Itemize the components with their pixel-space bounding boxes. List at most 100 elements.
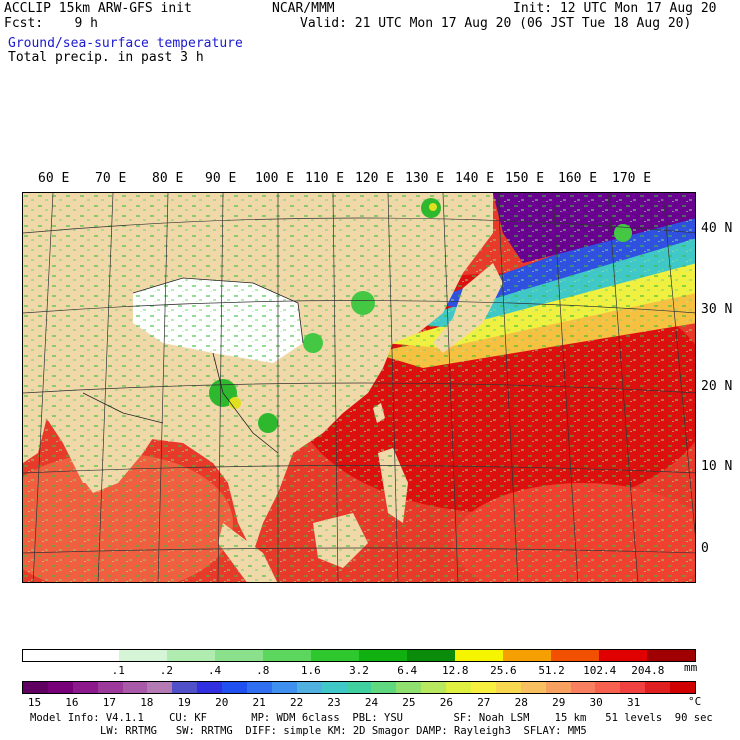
colorbar-swatch xyxy=(551,650,599,661)
colorbar-swatch xyxy=(371,682,397,693)
model-info-line2: LW: RRTMG SW: RRTMG DIFF: simple KM: 2D … xyxy=(100,725,587,737)
colorbar-swatch xyxy=(271,682,297,693)
colorbar-swatch xyxy=(247,682,272,693)
longitude-label: 170 E xyxy=(612,171,652,186)
colorbar-swatch xyxy=(97,682,123,693)
colorbar-tick-label: 204.8 xyxy=(631,664,665,677)
colorbar-tick-label: 25.6 xyxy=(490,664,517,677)
colorbar-swatch xyxy=(645,682,671,693)
valid-time: Valid: 21 UTC Mon 17 Aug 20 (06 JST Tue … xyxy=(300,16,692,31)
colorbar-tick-label: 51.2 xyxy=(538,664,565,677)
longitude-label: 130 E xyxy=(405,171,445,186)
colorbar-swatch xyxy=(71,650,119,661)
colorbar-tick-label: 3.2 xyxy=(349,664,369,677)
colorbar-tick-label: 6.4 xyxy=(397,664,418,677)
colorbar-tick-label: .1 xyxy=(111,664,125,677)
colorbar-swatch xyxy=(172,682,198,693)
colorbar-swatch xyxy=(670,682,696,693)
colorbar-swatch xyxy=(23,682,48,693)
colorbar-swatch xyxy=(215,650,263,661)
colorbar-tick-label: 16 xyxy=(65,696,79,709)
heavy-precip-clusters xyxy=(209,198,632,433)
colorbar-tick-label: .4 xyxy=(207,664,222,677)
colorbar-swatch xyxy=(503,650,551,661)
colorbar-tick-label: 24 xyxy=(364,696,379,709)
colorbar-swatch xyxy=(396,682,422,693)
colorbar-swatch xyxy=(167,650,215,661)
colorbar-swatch xyxy=(263,650,311,661)
init-time: Init: 12 UTC Mon 17 Aug 20 xyxy=(513,1,717,16)
colorbar-tick-label: 28 xyxy=(514,696,528,709)
colorbar-tick-label: 27 xyxy=(477,696,491,709)
colorbar-tick-label: 15 xyxy=(27,696,42,709)
field-title-precip: Total precip. in past 3 h xyxy=(8,50,204,65)
colorbar-swatch xyxy=(222,682,248,693)
colorbar-tick-label: 17 xyxy=(102,696,116,709)
colorbar-swatch xyxy=(122,682,148,693)
colorbar-swatch xyxy=(421,682,447,693)
map-canvas xyxy=(23,193,695,582)
latitude-label: 0 xyxy=(701,541,709,556)
model-title: ACCLIP 15km ARW-GFS init xyxy=(4,1,192,16)
temperature-colorbar xyxy=(22,681,696,694)
country-borders xyxy=(82,277,304,454)
colorbar-tick-label: 22 xyxy=(289,696,304,709)
colorbar-tick-label: 20 xyxy=(215,696,229,709)
colorbar-tick-label: 26 xyxy=(439,696,453,709)
graticule xyxy=(23,193,695,582)
colorbar-swatch xyxy=(520,682,546,693)
colorbar-swatch xyxy=(545,682,571,693)
longitude-label: 160 E xyxy=(558,171,598,186)
colorbar-swatch xyxy=(446,682,472,693)
latitude-label: 10 N xyxy=(701,459,733,474)
precip-unit: mm xyxy=(684,661,698,674)
colorbar-tick-label: 12.8 xyxy=(442,664,469,677)
colorbar-swatch xyxy=(599,650,647,661)
longitude-label: 80 E xyxy=(152,171,184,186)
colorbar-swatch xyxy=(620,682,646,693)
colorbar-tick-label: 18 xyxy=(140,696,154,709)
colorbar-swatch xyxy=(72,682,98,693)
colorbar-swatch xyxy=(296,682,322,693)
colorbar-swatch xyxy=(23,650,71,661)
colorbar-swatch xyxy=(495,682,521,693)
forecast-map xyxy=(22,192,696,583)
colorbar-tick-label: .2 xyxy=(159,664,174,677)
colorbar-tick-label: 29 xyxy=(552,696,566,709)
longitude-label: 100 E xyxy=(255,171,295,186)
latitude-label: 40 N xyxy=(701,221,733,236)
colorbar-swatch xyxy=(47,682,73,693)
precip-colorbar xyxy=(22,649,696,662)
colorbar-tick-label: 102.4 xyxy=(583,664,617,677)
latitude-label: 30 N xyxy=(701,302,733,317)
colorbar-tick-label: 31 xyxy=(626,696,641,709)
colorbar-swatch xyxy=(359,650,407,661)
longitude-label: 90 E xyxy=(205,171,237,186)
colorbar-swatch xyxy=(311,650,359,661)
temperature-unit: °C xyxy=(688,695,702,708)
colorbar-swatch xyxy=(119,650,167,661)
colorbar-swatch xyxy=(197,682,223,693)
colorbar-tick-label: 1.6 xyxy=(300,664,321,677)
colorbar-swatch xyxy=(346,682,372,693)
longitude-label: 70 E xyxy=(95,171,127,186)
colorbar-tick-label: 30 xyxy=(589,696,603,709)
colorbar-tick-label: 19 xyxy=(177,696,191,709)
colorbar-swatch xyxy=(407,650,455,661)
colorbar-swatch xyxy=(570,682,596,693)
colorbar-tick-label: 25 xyxy=(402,696,416,709)
field-title-temperature: Ground/sea-surface temperature xyxy=(8,36,243,51)
colorbar-swatch xyxy=(455,650,503,661)
model-info-line1: Model Info: V4.1.1 CU: KF MP: WDM 6class… xyxy=(30,712,713,724)
colorbar-swatch xyxy=(471,682,496,693)
longitude-label: 110 E xyxy=(305,171,345,186)
forecast-hour: Fcst: 9 h xyxy=(4,16,98,31)
colorbar-swatch xyxy=(647,650,695,661)
longitude-label: 150 E xyxy=(505,171,545,186)
colorbar-tick-label: 23 xyxy=(327,696,341,709)
colorbar-swatch xyxy=(595,682,621,693)
longitude-label: 60 E xyxy=(38,171,70,186)
colorbar-tick-label: 21 xyxy=(252,696,266,709)
colorbar-swatch xyxy=(147,682,173,693)
colorbar-swatch xyxy=(321,682,347,693)
